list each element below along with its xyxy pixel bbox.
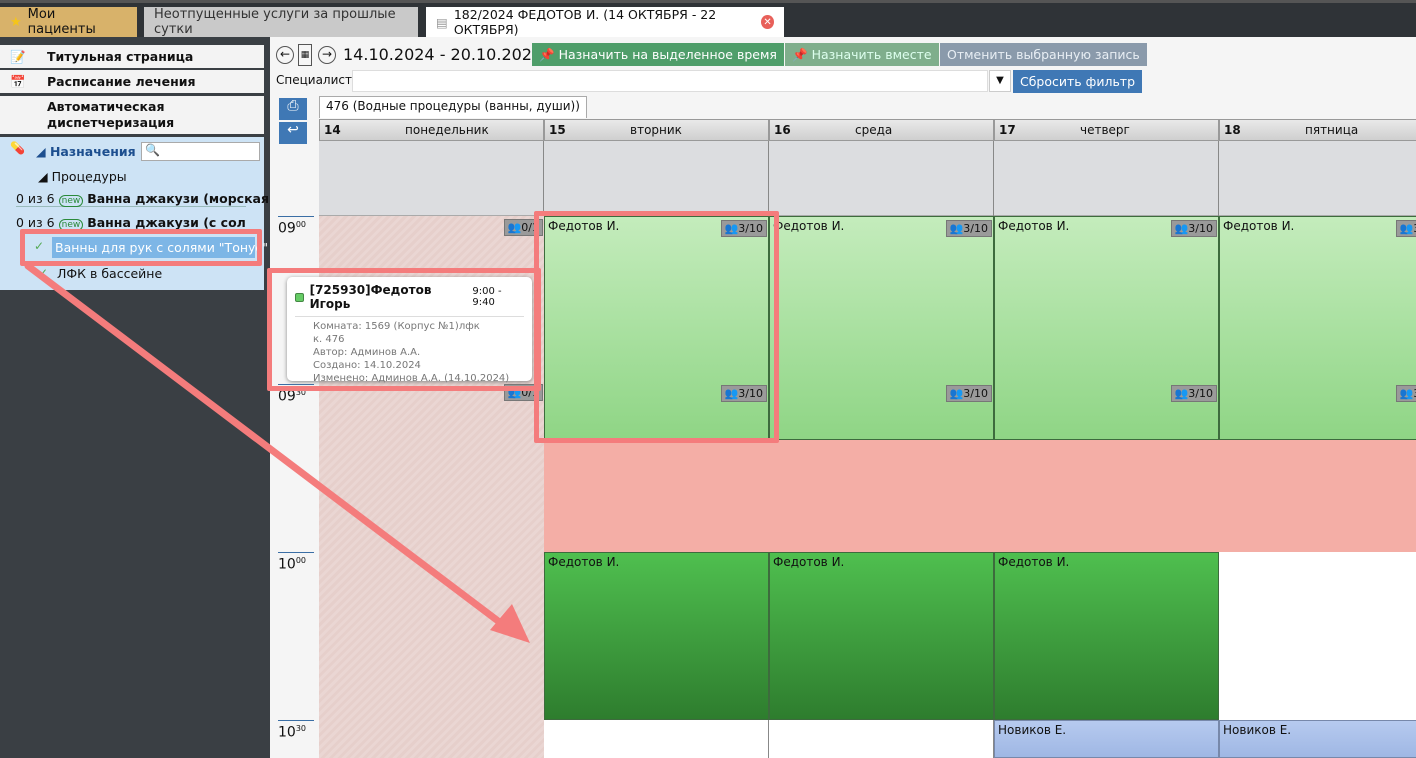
pin-icon: 📌 bbox=[539, 46, 555, 62]
tab-patient[interactable]: ▤ 182/2024 ФЕДОТОВ И. (14 ОКТЯБРЯ - 22 ОК… bbox=[426, 7, 784, 37]
tooltip-line: Комната: 1569 (Корпус №1)лфк bbox=[313, 321, 480, 332]
people-icon: 👥 bbox=[1174, 222, 1189, 235]
capacity-badge: 👥3/10 bbox=[1395, 385, 1416, 402]
capacity-badge: 👥3/10 bbox=[1395, 220, 1416, 237]
tab-unreleased-services[interactable]: Неотпущенные услуги за прошлые сутки bbox=[144, 7, 418, 37]
event-dark[interactable]: Федотов И. bbox=[544, 552, 769, 720]
assign-together-button[interactable]: 📌 Назначить вместе bbox=[785, 43, 939, 66]
list-item-selected[interactable]: Ванны для рук с солями "Тонус" bbox=[52, 237, 268, 258]
event-dark[interactable]: Федотов И. bbox=[769, 552, 994, 720]
print-icon[interactable]: ⎙ bbox=[279, 98, 307, 120]
time-label: 0900 bbox=[278, 216, 314, 237]
date-range: 14.10.2024 - 20.10.2024 bbox=[343, 45, 543, 64]
people-icon: 👥 bbox=[1174, 387, 1189, 400]
event-dark[interactable]: Федотов И. bbox=[994, 552, 1219, 720]
pin-icon: 📌 bbox=[792, 46, 808, 62]
cancel-record-button[interactable]: Отменить выбранную запись bbox=[940, 43, 1147, 66]
day-header: 16 среда bbox=[769, 119, 994, 141]
day-header: 14 понедельник bbox=[319, 119, 544, 141]
annotation-highlight bbox=[534, 211, 779, 443]
time-label: 0930 bbox=[278, 384, 314, 405]
day-header: 18 пятница bbox=[1219, 119, 1416, 141]
new-badge: new bbox=[58, 219, 84, 230]
people-icon: 👥 bbox=[724, 222, 739, 235]
time-label: 1030 bbox=[278, 720, 314, 741]
tooltip-line: к. 476 bbox=[313, 334, 345, 345]
card-icon: ▤ bbox=[436, 14, 448, 30]
capacity-badge: 👥3/10 bbox=[1170, 220, 1217, 237]
specialist-input[interactable] bbox=[352, 70, 988, 92]
reset-filter-button[interactable]: Сбросить фильтр bbox=[1013, 70, 1143, 93]
nav-title-page[interactable]: 📝 Титульная страница bbox=[0, 45, 264, 68]
day-header: 17 четверг bbox=[994, 119, 1219, 141]
tooltip-line: Создано: 14.10.2024 bbox=[313, 360, 421, 371]
event-unavailable[interactable] bbox=[994, 440, 1219, 552]
assign-selected-time-button[interactable]: 📌 Назначить на выделенное время bbox=[532, 43, 784, 66]
tree-group-procedures[interactable]: ◢ Процедуры bbox=[38, 169, 127, 184]
tab-my-patients[interactable]: ★ Мои пациенты bbox=[0, 7, 137, 37]
status-indicator bbox=[295, 292, 304, 302]
event-unavailable[interactable] bbox=[1219, 440, 1416, 552]
back-icon[interactable]: ↩ bbox=[279, 122, 307, 144]
next-week-button[interactable]: → bbox=[318, 46, 336, 64]
time-label: 1000 bbox=[278, 552, 314, 573]
capacity-badge: 👥3/10 bbox=[945, 385, 992, 402]
nav-treatment-schedule[interactable]: 📅 Расписание лечения bbox=[0, 70, 264, 93]
nav-auto-dispatch[interactable]: Автоматическая диспетчеризация bbox=[0, 96, 264, 134]
day-header: 15 вторник bbox=[544, 119, 769, 141]
chevron-down-icon[interactable]: ▼ bbox=[989, 70, 1011, 92]
close-icon[interactable]: ✕ bbox=[761, 15, 774, 29]
assignments-icon: 💊 bbox=[10, 141, 25, 155]
title-page-icon: 📝 bbox=[10, 48, 26, 64]
people-icon: 👥 bbox=[1399, 387, 1414, 400]
event-light[interactable]: Федотов И.👥3/10👥3/10 bbox=[994, 216, 1219, 440]
specialist-label: Специалист: bbox=[276, 73, 357, 87]
tooltip-line: Автор: Админов А.А. bbox=[313, 347, 421, 358]
people-icon: 👥 bbox=[1399, 222, 1414, 235]
event-unavailable[interactable] bbox=[544, 440, 769, 552]
room-tab[interactable]: 476 (Водные процедуры (ванны, души)) bbox=[319, 96, 587, 118]
event-light[interactable]: Федотов И.👥3/10👥3/10 bbox=[1219, 216, 1416, 440]
search-icon: 🔍 bbox=[145, 143, 160, 157]
list-item[interactable]: 0 из 6 new Ванна джакузи (морская) bbox=[16, 191, 275, 207]
tooltip-line: Изменено: Админов А.А. (14.10.2024) bbox=[313, 373, 510, 384]
annotation-highlight bbox=[20, 229, 262, 266]
tree-root[interactable]: ◢ Назначения bbox=[36, 144, 136, 159]
event-light[interactable]: Федотов И.👥3/10👥3/10 bbox=[769, 216, 994, 440]
event-unavailable[interactable] bbox=[769, 440, 994, 552]
tree-search-input[interactable]: 🔍 bbox=[141, 142, 260, 161]
event-tooltip: [725930]Федотов Игорь 9:00 - 9:40 Комнат… bbox=[287, 277, 532, 384]
list-item[interactable]: ЛФК в бассейне bbox=[57, 266, 163, 281]
calendar-picker-button[interactable]: ▦ bbox=[298, 44, 312, 66]
prev-week-button[interactable]: ← bbox=[276, 46, 294, 64]
list-item[interactable]: 0 из 6 new Ванна джакузи (с солью) bbox=[16, 215, 246, 230]
capacity-badge: 👥3/10 bbox=[720, 220, 767, 237]
people-icon: 👥 bbox=[949, 222, 964, 235]
star-icon: ★ bbox=[10, 14, 22, 30]
people-icon: 👥 bbox=[507, 221, 522, 234]
capacity-badge: 👥3/10 bbox=[945, 220, 992, 237]
capacity-badge: 👥3/10 bbox=[1170, 385, 1217, 402]
capacity-badge: 👥3/10 bbox=[720, 385, 767, 402]
calendar-icon: 📅 bbox=[10, 73, 26, 89]
check-icon: ✓ bbox=[34, 239, 45, 253]
people-icon: 👥 bbox=[949, 387, 964, 400]
people-icon: 👥 bbox=[724, 387, 739, 400]
new-badge: new bbox=[58, 195, 84, 207]
event-blue[interactable]: Новиков Е. bbox=[994, 720, 1219, 758]
